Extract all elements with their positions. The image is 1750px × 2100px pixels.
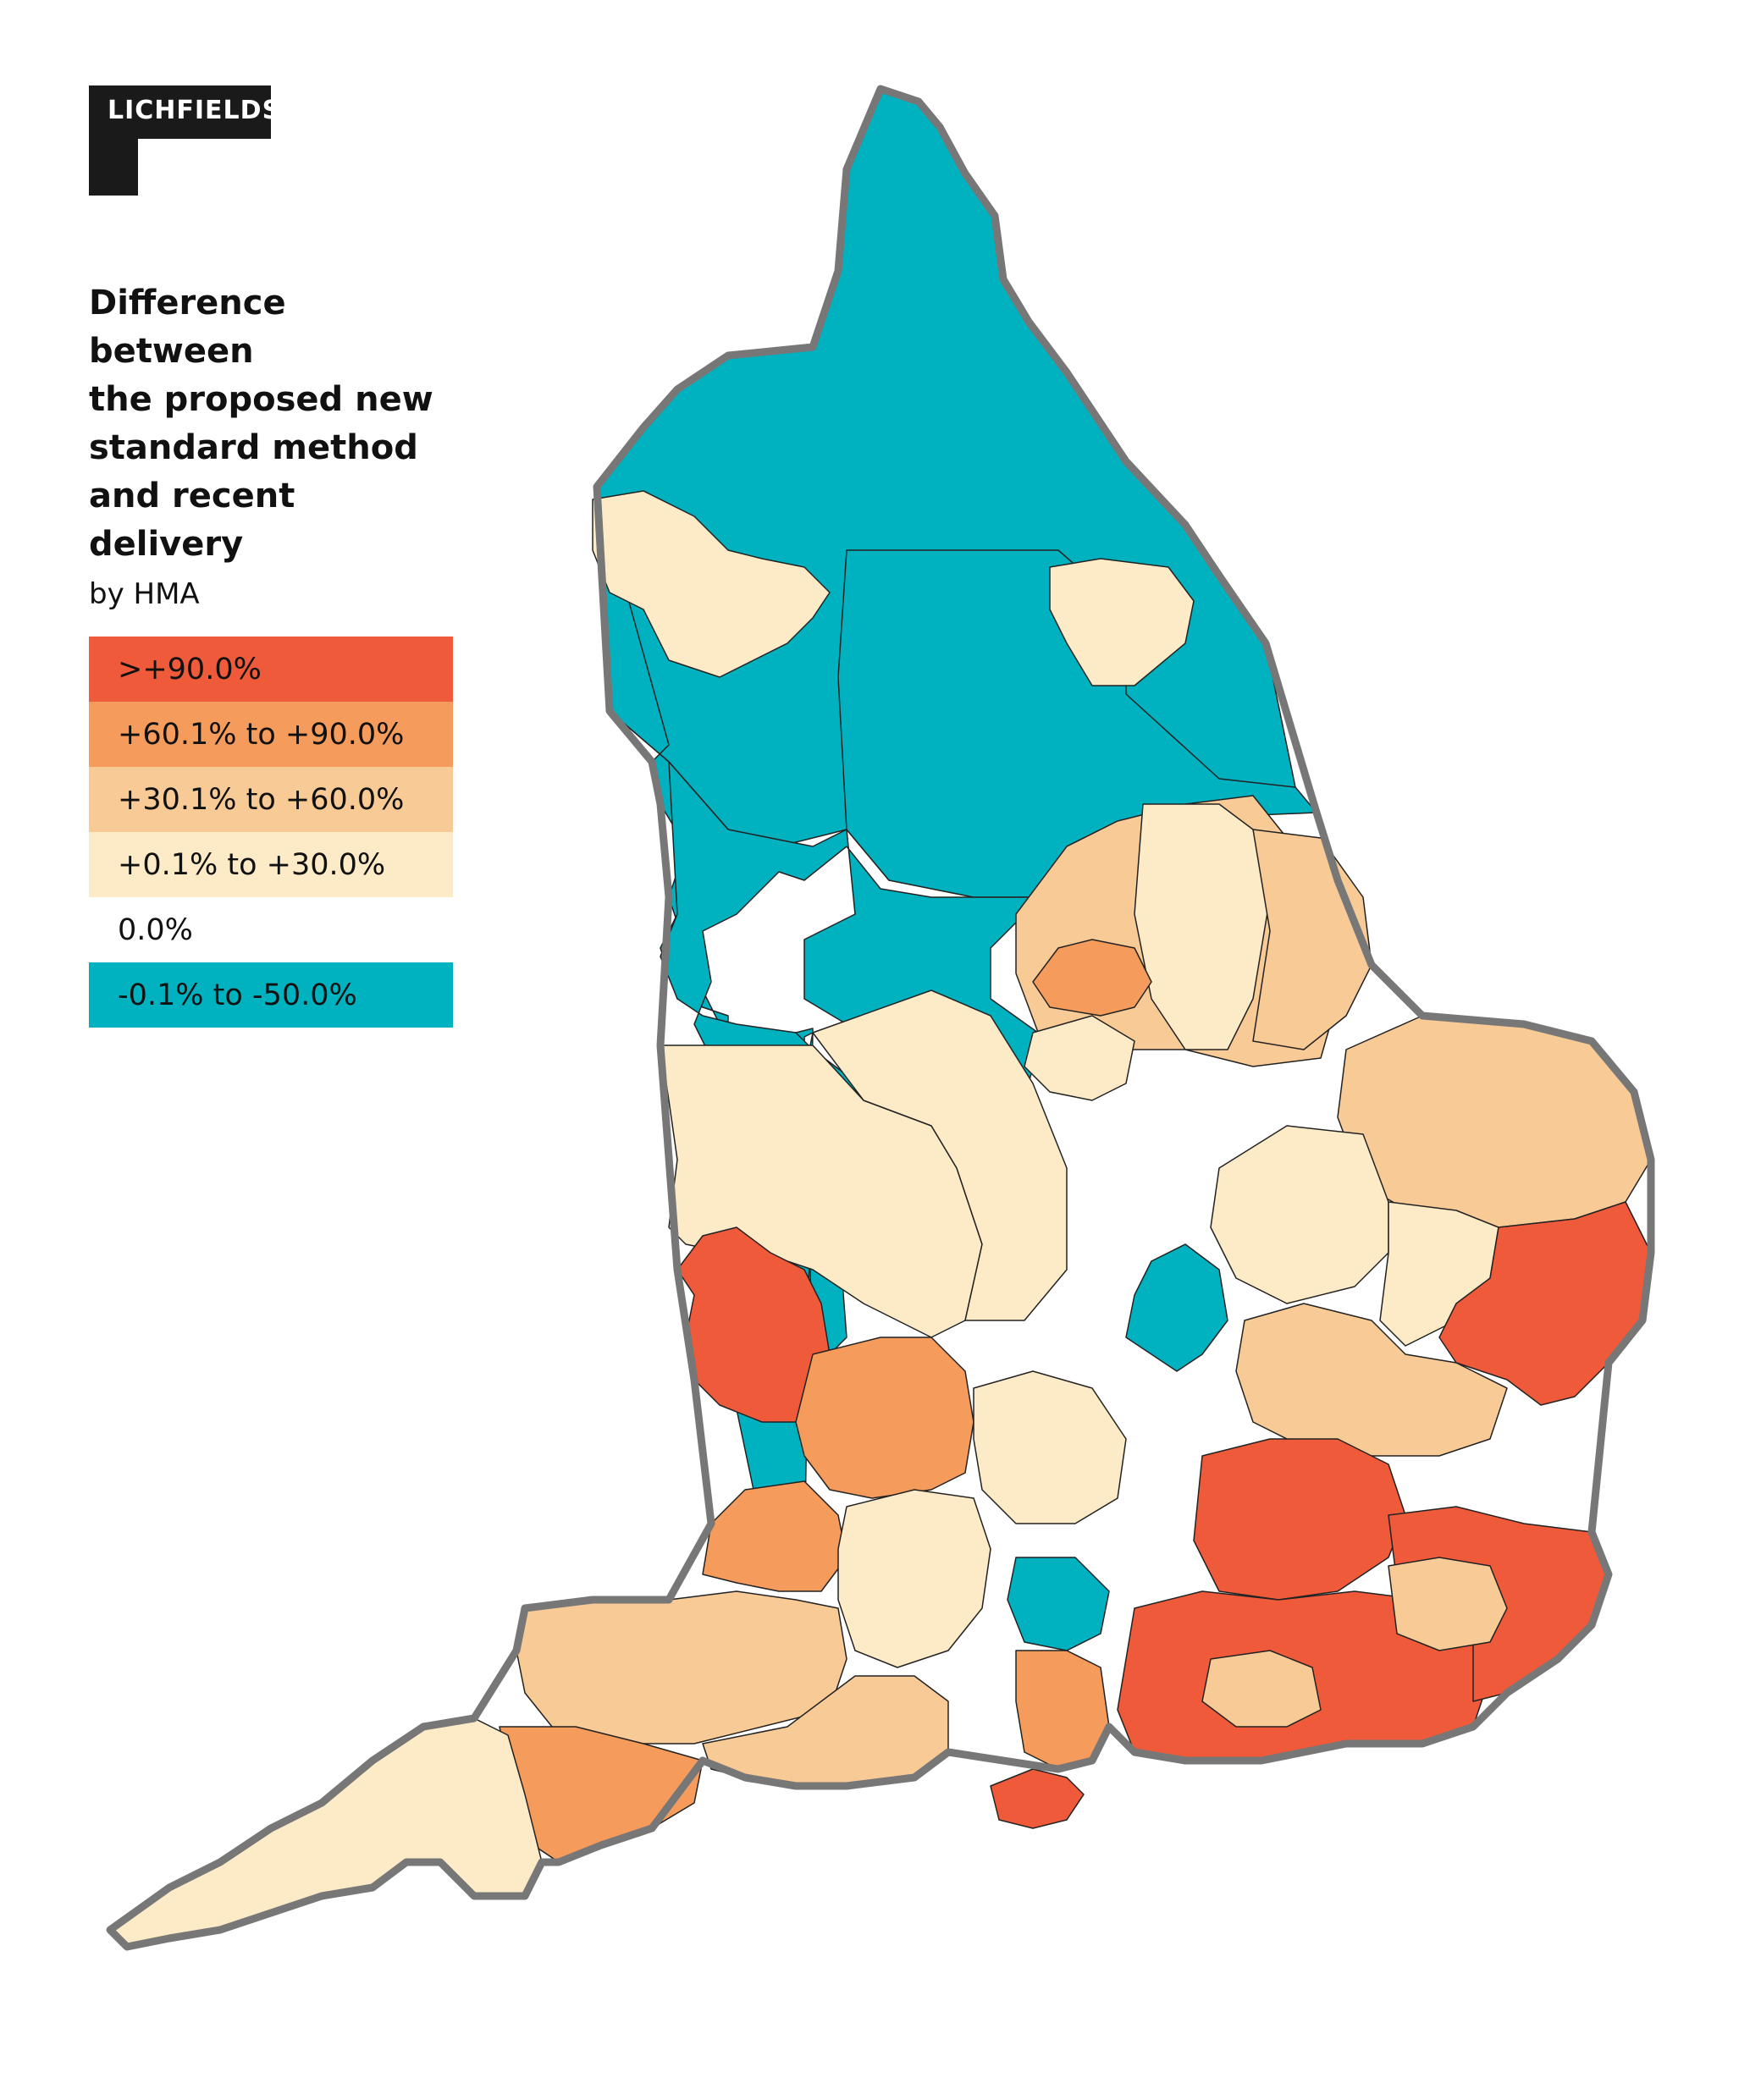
logo-bar-vertical	[89, 85, 138, 196]
legend-label: +0.1% to +30.0%	[118, 847, 386, 882]
legend-subtitle: by HMA	[89, 577, 200, 611]
map-regions	[109, 88, 1652, 1948]
region-ipswich	[1438, 1201, 1652, 1406]
legend-items: >+90.0% +60.1% to +90.0% +30.1% to +60.0…	[89, 637, 453, 1028]
region-wiltshire	[837, 1489, 991, 1668]
legend-label: 0.0%	[118, 912, 193, 947]
region-leicester	[1024, 1015, 1135, 1101]
region-cumbria	[592, 490, 831, 678]
region-lincolnshire	[1134, 803, 1271, 1050]
legend-label: >+90.0%	[118, 652, 262, 686]
legend-item-over-90: >+90.0%	[89, 637, 453, 702]
region-essex	[1235, 1303, 1508, 1457]
legend-item-zero: 0.0%	[89, 897, 453, 962]
region-cornwall	[109, 1717, 543, 1948]
england-coastline	[106, 85, 1655, 1951]
region-kent-inner	[1388, 1557, 1508, 1651]
legend-title: Difference between the proposed new stan…	[89, 284, 433, 564]
legend-label: -0.1% to -50.0%	[118, 978, 357, 1012]
region-north-yorkshire-light	[1049, 558, 1195, 686]
region-bristol	[702, 1480, 847, 1592]
region-oxford	[973, 1370, 1127, 1524]
region-luton	[1125, 1243, 1228, 1372]
region-cambridge	[1210, 1125, 1389, 1304]
legend: Difference between the proposed new stan…	[89, 279, 453, 1028]
region-berkshire-teal	[1007, 1557, 1110, 1651]
legend-item-30-to-60: +30.1% to +60.0%	[89, 767, 453, 832]
region-london-surrounds	[1193, 1438, 1406, 1601]
legend-label: +60.1% to +90.0%	[118, 717, 405, 752]
legend-item-60-to-90: +60.1% to +90.0%	[89, 702, 453, 767]
lichfields-logo: LICHFIELDS	[89, 85, 280, 196]
region-sussex-inner	[1201, 1650, 1322, 1728]
legend-item-0-to-30: +0.1% to +30.0%	[89, 832, 453, 897]
region-shropshire	[812, 989, 1068, 1321]
region-nottingham	[1032, 939, 1152, 1017]
logo-text: LICHFIELDS	[108, 96, 282, 125]
legend-label: +30.1% to +60.0%	[118, 782, 405, 817]
region-gloucestershire	[795, 1337, 974, 1499]
legend-item-negative: -0.1% to -50.0%	[89, 962, 453, 1028]
region-lincolnshire-east	[1252, 829, 1372, 1050]
region-isle-of-wight	[990, 1768, 1085, 1829]
